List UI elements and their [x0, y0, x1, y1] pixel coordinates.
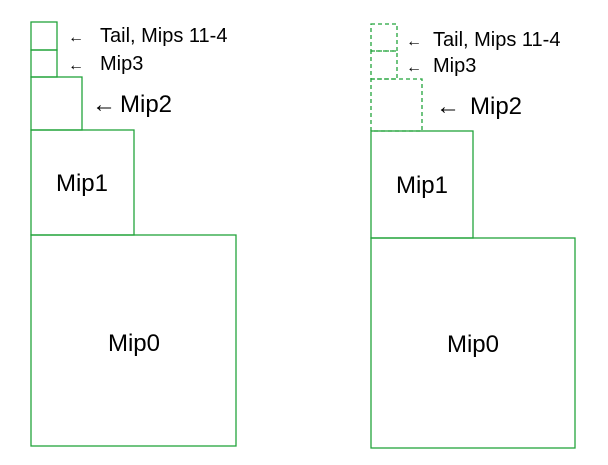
left-mip0-label: Mip0 — [108, 330, 160, 357]
left-tail-label: Tail, Mips 11-4 — [100, 25, 227, 47]
left-mip3-label: Mip3 — [100, 53, 143, 75]
left-arrow-icon: ← — [92, 91, 116, 118]
right-mip0-label: Mip0 — [447, 331, 499, 358]
right-arrow-icon: ← — [406, 59, 422, 76]
right-mip2-box — [370, 78, 423, 132]
left-mip-stack: Mip0 Mip1 ← Mip2 ← Mip3 ← Tail, Mips 11-… — [30, 21, 237, 447]
left-mip2-label: Mip2 — [120, 91, 172, 118]
left-arrow-icon: ← — [68, 57, 84, 74]
right-mip1-box — [370, 130, 474, 239]
left-mip3-box — [30, 49, 58, 78]
right-mip1-label: Mip1 — [396, 172, 448, 199]
right-tail-label: Tail, Mips 11-4 — [433, 29, 560, 51]
left-arrow-icon: ← — [68, 29, 84, 46]
right-arrow-icon: ← — [436, 93, 460, 120]
right-tail-box — [370, 23, 398, 52]
left-mip1-label: Mip1 — [56, 170, 108, 197]
left-mip2-box — [30, 76, 83, 131]
right-arrow-icon: ← — [406, 33, 422, 50]
right-mip3-box — [370, 50, 398, 80]
right-mip3-label: Mip3 — [433, 55, 476, 77]
right-mip2-label: Mip2 — [470, 93, 522, 120]
left-tail-box — [30, 21, 58, 51]
right-mip-stack: Mip0 Mip1 ← Mip2 ← Mip3 ← Tail, Mips 11-… — [370, 23, 576, 449]
